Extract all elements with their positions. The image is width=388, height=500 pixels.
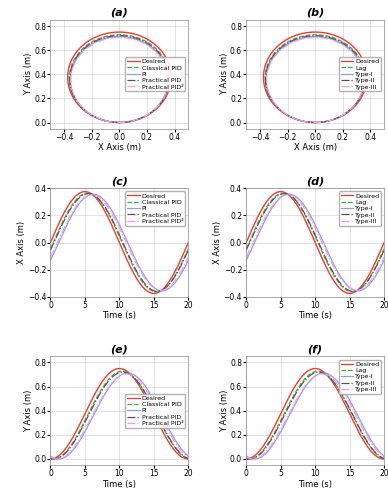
Title: (f): (f): [308, 344, 323, 354]
Y-axis label: X Axis (m): X Axis (m): [17, 221, 26, 264]
Title: (a): (a): [111, 8, 128, 18]
Title: (c): (c): [111, 176, 128, 186]
X-axis label: X Axis (m): X Axis (m): [98, 143, 141, 152]
Legend: Desired, Lag, Type-I, Type-II, Type-III: Desired, Lag, Type-I, Type-II, Type-III: [339, 360, 381, 394]
Y-axis label: Y Axis (m): Y Axis (m): [220, 53, 229, 96]
X-axis label: Time (s): Time (s): [298, 312, 332, 320]
Legend: Desired, Classical PID, PI, Practical PID, Practical PID²: Desired, Classical PID, PI, Practical PI…: [125, 57, 185, 92]
Y-axis label: Y Axis (m): Y Axis (m): [24, 53, 33, 96]
Y-axis label: Y Axis (m): Y Axis (m): [220, 390, 229, 432]
X-axis label: Time (s): Time (s): [102, 312, 137, 320]
Y-axis label: X Axis (m): X Axis (m): [213, 221, 222, 264]
X-axis label: Time (s): Time (s): [102, 480, 137, 488]
Legend: Desired, Lag, Type-I, Type-II, Type-III: Desired, Lag, Type-I, Type-II, Type-III: [339, 57, 381, 92]
Legend: Desired, Classical PID, PI, Practical PID, Practical PID²: Desired, Classical PID, PI, Practical PI…: [125, 394, 185, 428]
Y-axis label: Y Axis (m): Y Axis (m): [24, 390, 33, 432]
Legend: Desired, Lag, Type-I, Type-II, Type-III: Desired, Lag, Type-I, Type-II, Type-III: [339, 192, 381, 226]
Title: (d): (d): [306, 176, 324, 186]
Legend: Desired, Classical PID, PI, Practical PID, Practical PID²: Desired, Classical PID, PI, Practical PI…: [125, 192, 185, 226]
Title: (e): (e): [111, 344, 128, 354]
X-axis label: Time (s): Time (s): [298, 480, 332, 488]
Title: (b): (b): [306, 8, 324, 18]
X-axis label: X Axis (m): X Axis (m): [294, 143, 337, 152]
